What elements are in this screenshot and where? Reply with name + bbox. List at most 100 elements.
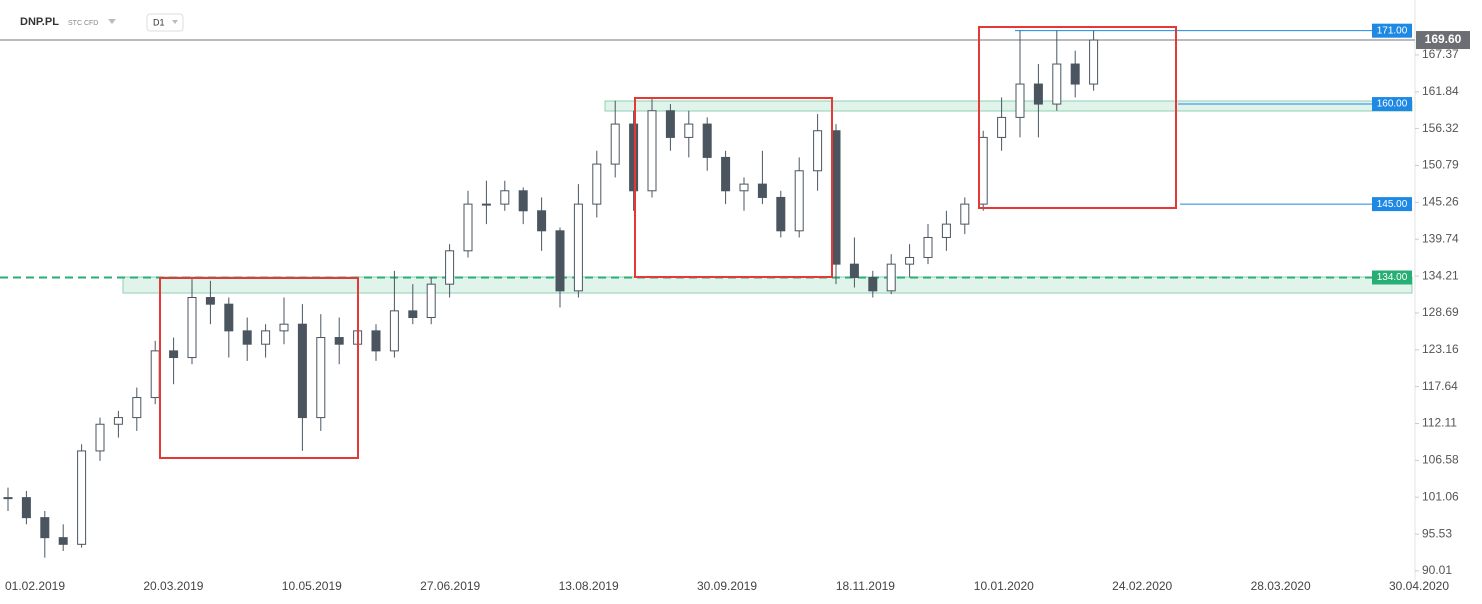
y-tick-label: 161.84 [1422, 84, 1459, 98]
zone [604, 100, 1413, 112]
y-tick-label: 134.21 [1422, 268, 1459, 282]
candle-body [500, 190, 510, 205]
highlight-box [159, 277, 359, 459]
candle-body [132, 397, 142, 419]
y-tick-label: 123.16 [1422, 342, 1459, 356]
candle-body [849, 263, 859, 278]
candle-body [978, 136, 988, 205]
level-label: 160.00 [1377, 99, 1408, 110]
y-tick-label: 95.53 [1422, 526, 1452, 540]
level-tag [1372, 197, 1412, 212]
candle-body [610, 123, 620, 165]
last-price-tag [1416, 31, 1470, 50]
candle-body [886, 263, 896, 292]
candle-body [334, 337, 344, 345]
candle-body [150, 350, 160, 399]
candle-body [647, 110, 657, 192]
timeframe-box[interactable] [146, 13, 184, 32]
candle-body [95, 423, 105, 452]
x-tick-label: 10.05.2019 [282, 579, 342, 593]
candle-body [297, 323, 307, 419]
candle-body [1089, 39, 1099, 85]
candle-body [445, 250, 455, 285]
x-tick-label: 10.01.2020 [974, 579, 1034, 593]
candle-body [481, 203, 491, 206]
candle-body [739, 183, 749, 192]
x-tick-label: 18.11.2019 [836, 579, 895, 593]
zone [122, 276, 1413, 294]
candle-body [463, 203, 473, 252]
candle-body [776, 196, 786, 232]
x-tick-label: 28.03.2020 [1251, 579, 1311, 593]
candle-body [426, 283, 436, 319]
y-tick-label: 156.32 [1422, 121, 1459, 135]
y-tick-label: 145.26 [1422, 195, 1459, 209]
candle-body [537, 210, 547, 232]
candle-body [941, 223, 951, 238]
candle-body [261, 330, 271, 345]
candle-body [279, 323, 289, 332]
candle-body [1033, 83, 1043, 105]
candle-body [518, 190, 528, 212]
level-label: 145.00 [1377, 199, 1408, 210]
candle-body [371, 330, 381, 352]
y-tick-label: 90.01 [1422, 563, 1452, 577]
level-tag [1372, 270, 1412, 285]
y-tick-label: 150.79 [1422, 158, 1459, 172]
x-tick-label: 30.04.2020 [1389, 579, 1449, 593]
candle-body [40, 517, 50, 539]
y-tick-label: 167.37 [1422, 47, 1459, 61]
last-price-label: 169.60 [1425, 32, 1462, 46]
candle-body [573, 203, 583, 292]
y-tick-label: 139.74 [1422, 231, 1459, 245]
x-tick-label: 01.02.2019 [5, 579, 65, 593]
y-tick-label: 117.64 [1422, 379, 1458, 393]
candle-body [58, 537, 68, 545]
symbol: DNP.PL [20, 16, 59, 28]
level-tag [1372, 23, 1412, 38]
y-tick-label: 112.11 [1422, 416, 1457, 430]
candle-body [555, 230, 565, 292]
candle-body [113, 417, 123, 425]
dropdown-arrow[interactable] [172, 20, 178, 24]
y-tick-label: 106.58 [1422, 453, 1459, 467]
candle-body [21, 497, 31, 519]
y-tick-label: 101.06 [1422, 489, 1459, 503]
candle-body [408, 310, 418, 319]
candle-body [721, 156, 731, 192]
candle-body [665, 110, 675, 138]
candle-body [960, 203, 970, 225]
candle-body [684, 123, 694, 138]
level-label: 134.00 [1377, 272, 1408, 283]
highlight-box [978, 26, 1177, 209]
candle-body [1070, 63, 1080, 85]
level-label: 171.00 [1377, 25, 1408, 36]
candle-body [77, 450, 87, 545]
candle-body [794, 170, 804, 232]
instrument: STC CFD [68, 20, 98, 27]
x-tick-label: 20.03.2019 [143, 579, 203, 593]
candle-body [316, 337, 326, 419]
candle-body [1052, 63, 1062, 105]
x-tick-label: 27.06.2019 [420, 579, 480, 593]
highlight-box [634, 97, 833, 278]
candle-body [3, 497, 13, 500]
candle-body [629, 123, 639, 192]
candle-body [205, 297, 215, 305]
candle-body [1015, 83, 1025, 118]
level-tag [1372, 97, 1412, 112]
candle-body [757, 183, 767, 198]
dropdown-arrow[interactable] [108, 19, 116, 24]
candle-body [702, 123, 712, 158]
candle-body [831, 130, 841, 265]
y-tick-label: 128.69 [1422, 305, 1459, 319]
candle-body [923, 236, 933, 258]
candle-body [242, 330, 252, 345]
candle-body [389, 310, 399, 352]
x-tick-label: 24.02.2020 [1112, 579, 1172, 593]
timeframe[interactable]: D1 [153, 17, 165, 27]
candle-body [868, 276, 878, 292]
candle-body [905, 256, 915, 265]
candle-body [997, 116, 1007, 138]
